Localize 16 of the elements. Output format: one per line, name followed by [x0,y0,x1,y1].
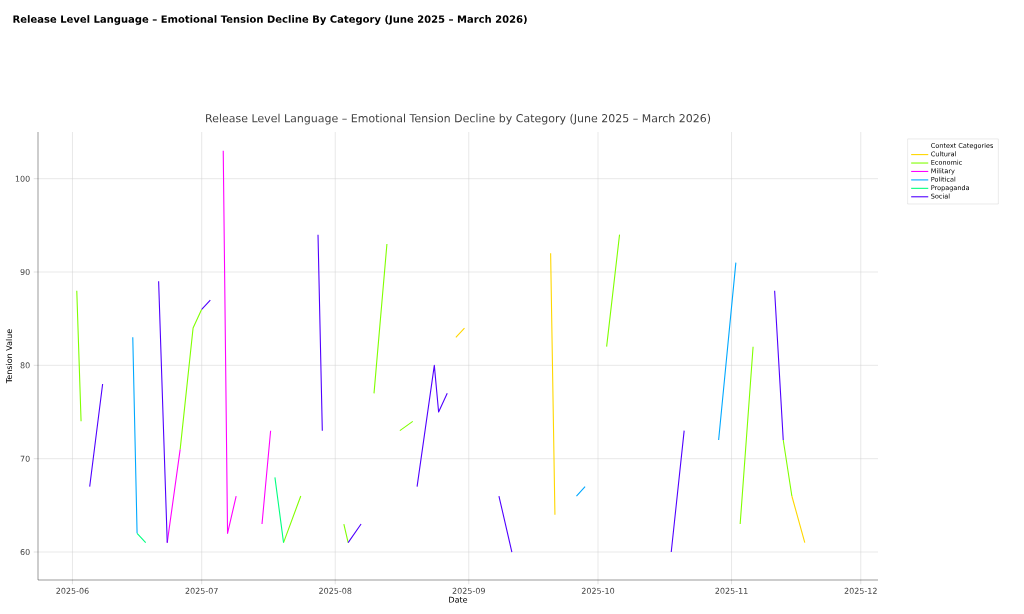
y-axis-title: Tension Value [5,329,13,384]
x-tick-label: 2025-11 [715,587,748,594]
y-tick-label: 80 [20,362,30,369]
x-tick-label: 2025-09 [452,587,485,594]
x-tick-label: 2025-12 [844,587,877,594]
x-tick-label: 2025-08 [319,587,352,594]
x-tick-label: 2025-07 [185,587,218,594]
y-tick-label: 60 [20,548,30,556]
x-axis-title: Date [449,596,468,603]
y-tick-label: 100 [15,175,30,182]
y-tick-label: 70 [20,455,30,462]
x-tick-label: 2025-10 [581,587,615,594]
y-tick-label: 90 [20,268,30,276]
text: Release Level Language – Emotional Tension Decline By Category (June 2025 – March 2026) [13,15,527,25]
x-tick-label: 2025-06 [56,587,89,594]
chart-title: Release Level Language – Emotional Tension Decline by Category (June 2025 – March 2026) [206,113,711,125]
